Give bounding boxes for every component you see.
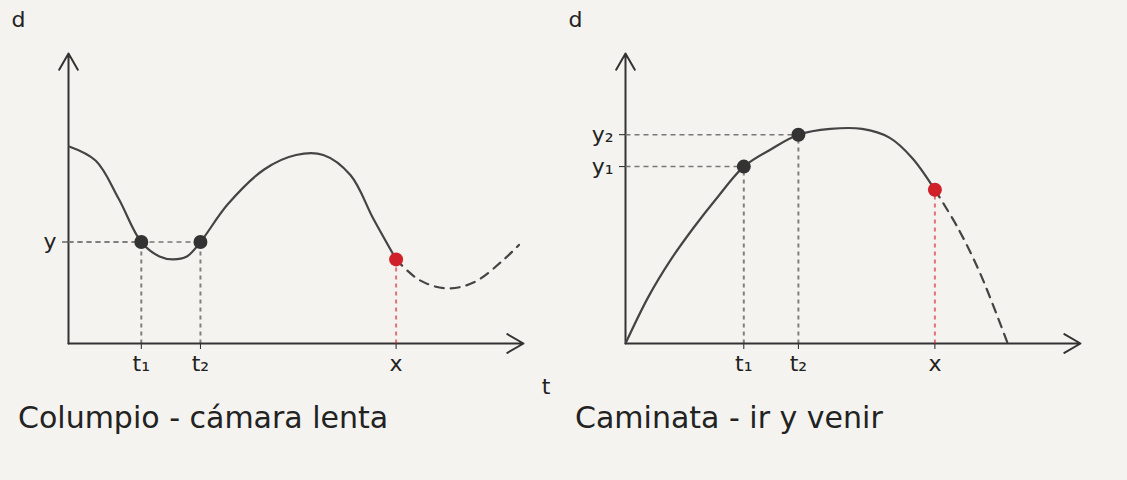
svg-text:y₂: y₂ [592,122,614,147]
svg-text:x: x [390,351,403,376]
svg-text:d: d [569,8,583,32]
svg-text:t₁: t₁ [133,351,150,376]
svg-text:t₂: t₂ [790,351,807,376]
svg-text:y: y [43,229,56,254]
html-text:Caminata - ir y venir: Caminata - ir y venir [575,400,883,435]
svg-text:t: t [542,374,551,399]
svg-text:d: d [12,8,26,32]
svg-text:t₁: t₁ [735,351,752,376]
svg-text:y₁: y₁ [592,154,614,179]
svg-text:x: x [928,351,941,376]
html-text:Columpio - cámara lenta: Columpio - cámara lenta [18,400,389,435]
svg-text:t₂: t₂ [192,351,209,376]
